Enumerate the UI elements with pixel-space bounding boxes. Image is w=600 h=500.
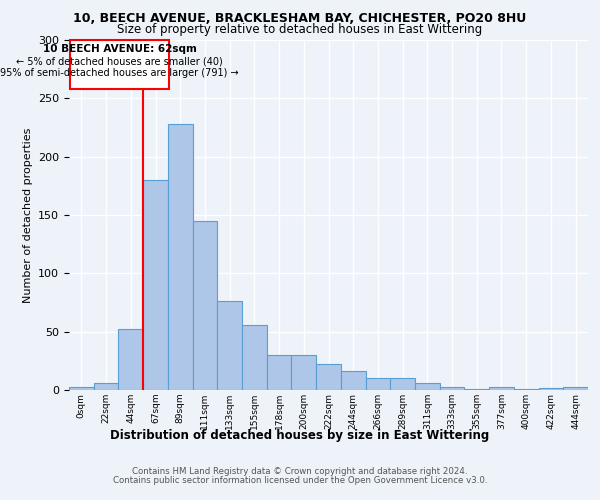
Bar xyxy=(267,355,292,390)
Text: ← 5% of detached houses are smaller (40): ← 5% of detached houses are smaller (40) xyxy=(16,56,223,66)
Bar xyxy=(316,364,341,390)
Text: Contains HM Land Registry data © Crown copyright and database right 2024.: Contains HM Land Registry data © Crown c… xyxy=(132,467,468,476)
Text: Distribution of detached houses by size in East Wittering: Distribution of detached houses by size … xyxy=(110,430,490,442)
Bar xyxy=(118,330,143,390)
Bar xyxy=(341,372,365,390)
Y-axis label: Number of detached properties: Number of detached properties xyxy=(23,128,32,302)
Bar xyxy=(292,355,316,390)
Bar xyxy=(242,324,267,390)
Text: Contains public sector information licensed under the Open Government Licence v3: Contains public sector information licen… xyxy=(113,476,487,485)
Bar xyxy=(143,180,168,390)
Bar xyxy=(440,386,464,390)
Text: 10 BEECH AVENUE: 62sqm: 10 BEECH AVENUE: 62sqm xyxy=(43,44,197,54)
Bar xyxy=(415,383,440,390)
Bar xyxy=(69,386,94,390)
Text: 10, BEECH AVENUE, BRACKLESHAM BAY, CHICHESTER, PO20 8HU: 10, BEECH AVENUE, BRACKLESHAM BAY, CHICH… xyxy=(73,12,527,26)
Bar xyxy=(563,386,588,390)
Bar xyxy=(464,389,489,390)
Bar xyxy=(193,221,217,390)
Bar xyxy=(489,386,514,390)
Bar xyxy=(94,383,118,390)
Text: 95% of semi-detached houses are larger (791) →: 95% of semi-detached houses are larger (… xyxy=(1,68,239,78)
Bar xyxy=(365,378,390,390)
Bar xyxy=(514,389,539,390)
Bar xyxy=(217,302,242,390)
Bar xyxy=(168,124,193,390)
FancyBboxPatch shape xyxy=(70,40,169,89)
Bar xyxy=(390,378,415,390)
Bar xyxy=(539,388,563,390)
Text: Size of property relative to detached houses in East Wittering: Size of property relative to detached ho… xyxy=(118,22,482,36)
